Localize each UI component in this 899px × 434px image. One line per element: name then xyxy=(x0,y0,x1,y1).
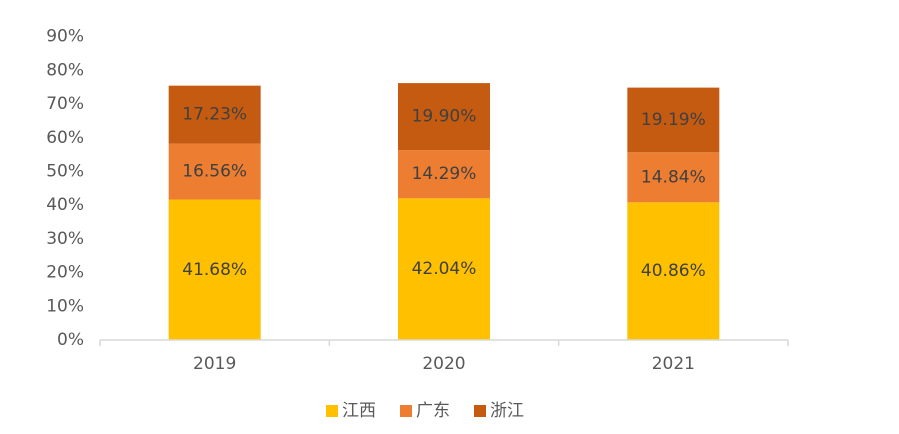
bar-segment xyxy=(398,150,490,199)
bar-segment xyxy=(168,143,261,200)
x-axis: 2019 2020 2021 xyxy=(99,339,789,374)
legend-label: 江西 xyxy=(342,401,376,421)
y-tick-label: 80% xyxy=(46,60,84,80)
plot-area: 41.68% 16.56% 17.23% 42.04% 14.29% 19.90% 40.8… xyxy=(168,83,720,340)
legend: 江西 广东 浙江 xyxy=(326,401,524,421)
y-tick-label: 30% xyxy=(46,229,84,249)
bar-data-label: 19.90% xyxy=(412,107,477,127)
x-tick-label: 2019 xyxy=(193,354,236,374)
legend-swatch xyxy=(474,405,486,417)
bar-segment xyxy=(168,85,261,144)
legend-swatch xyxy=(400,405,412,417)
y-tick-label: 50% xyxy=(46,162,84,182)
y-tick-label: 0% xyxy=(57,330,84,350)
y-tick-label: 10% xyxy=(46,296,84,316)
legend-label: 浙江 xyxy=(490,401,524,421)
y-tick-label: 20% xyxy=(46,263,84,283)
y-tick-label: 90% xyxy=(46,27,84,47)
bar-data-label: 19.19% xyxy=(641,110,706,130)
y-tick-label: 60% xyxy=(46,128,84,148)
x-tick-label: 2021 xyxy=(652,354,695,374)
bar-data-label: 41.68% xyxy=(182,260,247,280)
y-tick-label: 40% xyxy=(46,195,84,215)
bar-data-label: 42.04% xyxy=(412,259,477,279)
legend-label: 广东 xyxy=(416,401,450,421)
legend-swatch xyxy=(326,405,338,417)
bar-segment xyxy=(627,152,720,203)
y-axis: 0% 10% 20% 30% 40% 50% 60% 70% 80% 90% xyxy=(46,27,84,350)
bar-data-label: 16.56% xyxy=(182,162,247,182)
bar-segment xyxy=(398,198,490,340)
bar-segment xyxy=(398,83,490,151)
bar-data-label: 40.86% xyxy=(641,261,706,281)
x-tick-label: 2020 xyxy=(422,354,465,374)
bar-data-label: 14.29% xyxy=(412,164,477,184)
bar-data-label: 14.84% xyxy=(641,167,706,187)
bar-data-label: 17.23% xyxy=(182,105,247,125)
bar-segment xyxy=(168,199,261,340)
bar-segment xyxy=(627,202,720,340)
bar-segment xyxy=(627,87,720,153)
y-tick-label: 70% xyxy=(46,94,84,114)
